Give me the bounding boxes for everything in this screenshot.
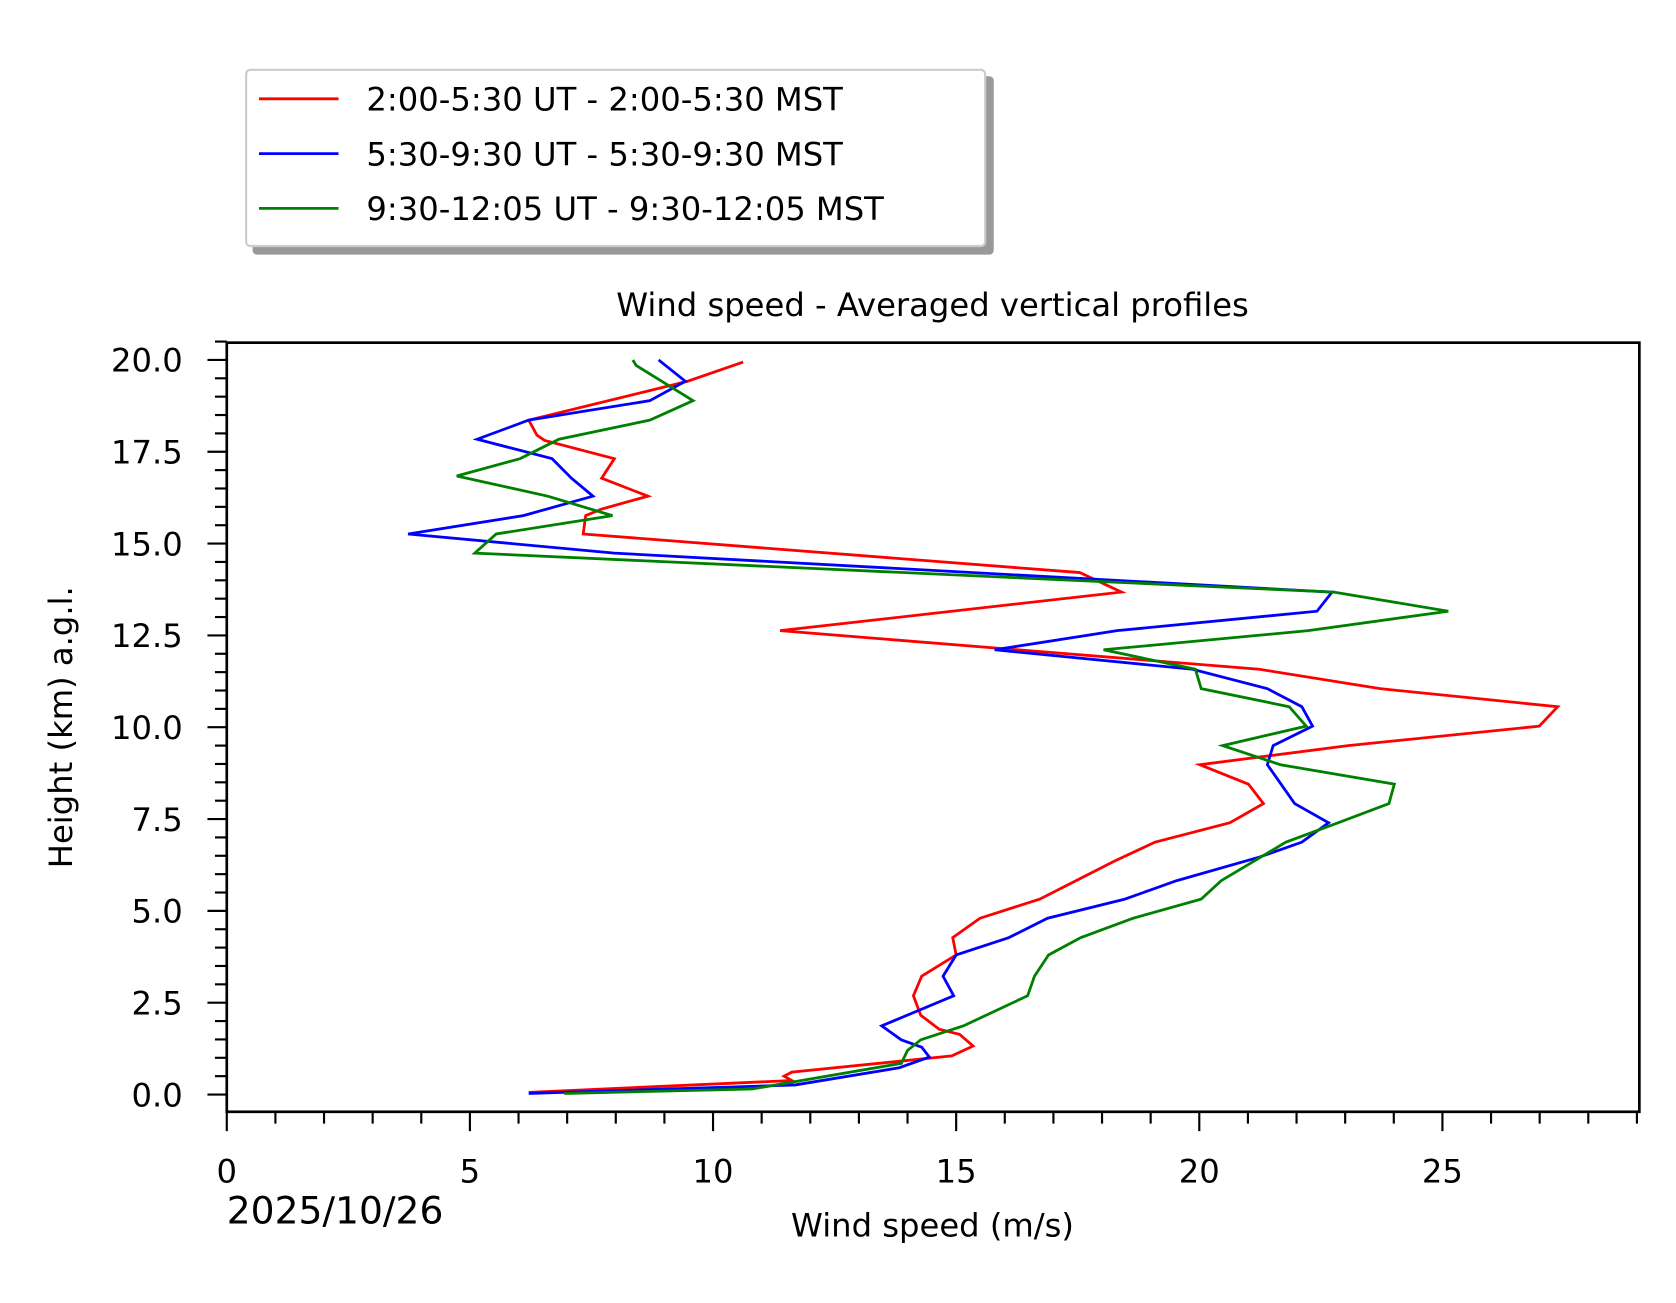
date-label: 2025/10/26 [227,1189,444,1233]
legend-label-1: 2:00-5:30 UT - 2:00-5:30 MST [366,81,843,119]
axes-frame [225,341,1641,1114]
y-tick-label: 15.0 [111,525,183,563]
y-axis: 0.0 2.5 5.0 7.5 10.0 12.5 15.0 17.5 20.0 [111,340,227,1114]
series-line-2 [407,358,1335,1095]
series-line-3 [456,359,1449,1095]
x-tick-label: 0 [217,1153,238,1191]
x-tick-label: 25 [1422,1153,1463,1191]
series-line-1 [526,360,1561,1094]
y-tick-label: 7.5 [131,801,182,839]
x-axis-label: Wind speed (m/s) [791,1206,1074,1244]
y-tick-label: 12.5 [111,617,183,655]
y-tick-label: 10.0 [111,709,183,747]
plot-area [407,358,1561,1095]
legend-box [245,68,987,248]
legend-label-2: 5:30-9:30 UT - 5:30-9:30 MST [366,135,843,173]
legend-label-3: 9:30-12:05 UT - 9:30-12:05 MST [366,190,884,228]
y-tick-label: 0.0 [131,1076,182,1114]
legend: 2:00-5:30 UT - 2:00-5:30 MST 5:30-9:30 UT… [245,68,994,255]
y-tick-label: 17.5 [111,434,183,472]
y-axis-label: Height (km) a.g.l. [42,586,80,868]
x-tick-label: 20 [1179,1153,1220,1191]
x-tick-label: 10 [693,1153,734,1191]
x-tick-label: 5 [460,1153,481,1191]
y-tick-label: 20.0 [111,342,183,380]
y-tick-label: 2.5 [131,985,182,1023]
x-tick-label: 15 [936,1153,977,1191]
y-tick-label: 5.0 [131,893,182,931]
chart-title: Wind speed - Averaged vertical profiles [616,286,1249,324]
x-axis: 0 5 10 15 20 25 [217,1111,1638,1191]
